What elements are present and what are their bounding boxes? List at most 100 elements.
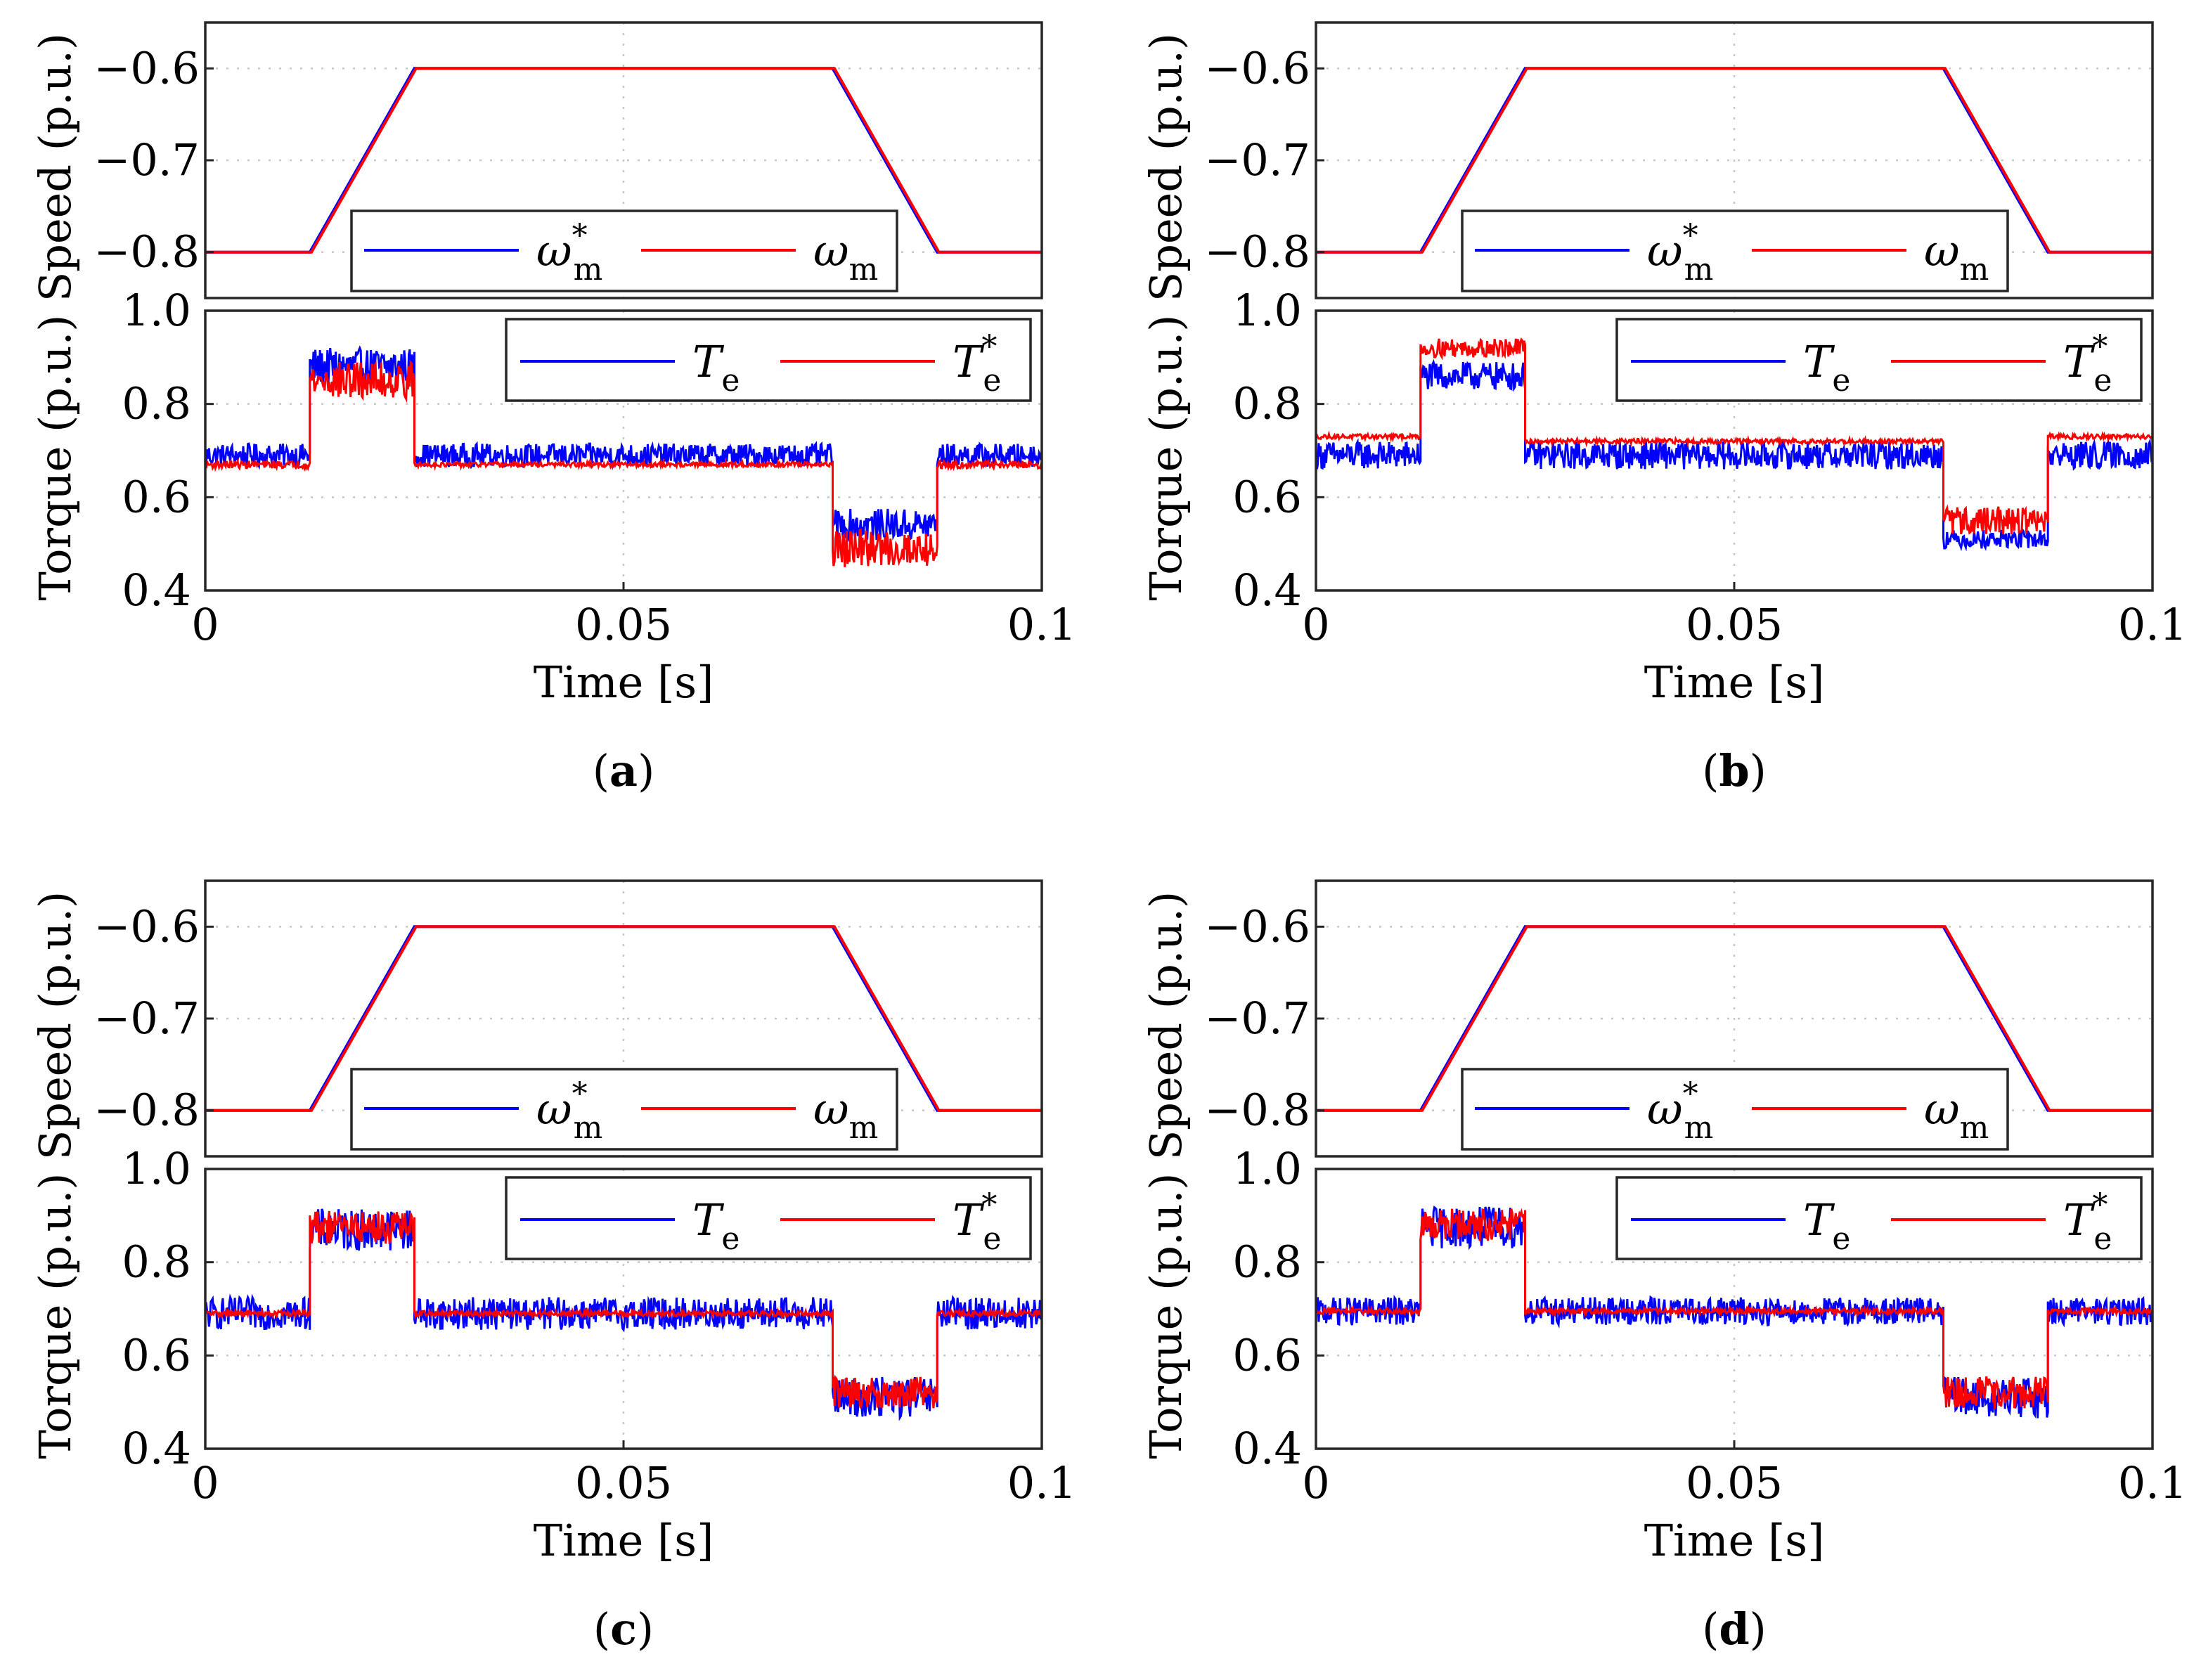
speed-series-actual <box>205 67 1042 254</box>
torque-ytick-label: 1.0 <box>1232 285 1302 336</box>
torque-ytick-label: 0.4 <box>1232 564 1302 616</box>
speed-ytick-label: −0.8 <box>93 1085 200 1136</box>
speed-ytick-label: −0.6 <box>93 42 200 93</box>
speed-ytick-label: −0.7 <box>93 993 200 1044</box>
torque-series-reference <box>1316 337 2152 535</box>
torque-ytick-label: 0.4 <box>1232 1423 1302 1474</box>
torque-xtick-label: 0 <box>191 1457 219 1508</box>
torque-ytick-label: 1.0 <box>122 285 191 336</box>
torque-ytick-label: 1.0 <box>1232 1143 1302 1194</box>
torque-ytick-label: 0.6 <box>1232 471 1302 522</box>
torque-series-reference <box>1316 1208 2152 1409</box>
torque-series-reference <box>205 359 1042 567</box>
speed-ytick-label: −0.6 <box>1204 42 1310 93</box>
torque-xlabel: Time [s] <box>1644 657 1825 708</box>
speed-ylabel: Speed (p.u.) <box>30 891 81 1160</box>
torque-legend-box <box>505 318 1032 402</box>
torque-xtick-label: 0.1 <box>2118 599 2188 650</box>
torque-subplot: 0.4 0.6 0.8 1.0 Torque (p.u.) 0 0.05 0.1 Time [s… <box>1140 285 2187 708</box>
speed-ytick-label: −0.8 <box>1204 226 1310 278</box>
panel-caption: (d) <box>1702 1603 1767 1655</box>
speed-ylabel: Speed (p.u.) <box>30 33 81 302</box>
speed-ytick-label: −0.8 <box>93 226 200 278</box>
torque-ref-legend-text: T* e <box>953 1187 1001 1257</box>
torque-legend: Te T* e <box>505 318 1032 402</box>
torque-legend: Te T* e <box>505 1176 1032 1260</box>
speed-ylabel: Speed (p.u.) <box>1140 891 1192 1160</box>
torque-ytick-label: 0.8 <box>1232 1236 1302 1288</box>
torque-act-legend-text: Te <box>692 336 740 399</box>
torque-xtick-label: 0.1 <box>1007 599 1077 650</box>
torque-xtick-label: 0.1 <box>1007 1457 1077 1508</box>
torque-legend: Te T* e <box>1615 318 2143 402</box>
speed-ytick-label: −0.6 <box>93 900 200 952</box>
torque-ylabel: Torque (p.u.) <box>1140 1173 1192 1459</box>
speed-ref-legend-text: ω* m <box>536 1076 602 1146</box>
torque-ref-legend-text: T* e <box>2063 1187 2112 1257</box>
torque-act-legend-text: Te <box>1803 336 1850 399</box>
torque-ytick-label: 1.0 <box>122 1143 191 1194</box>
speed-act-legend-text: ωm <box>1924 1083 1989 1146</box>
speed-ref-legend-text: ω* m <box>536 218 602 287</box>
torque-act-legend-text: Te <box>692 1194 740 1257</box>
torque-ref-legend-text: T* e <box>953 329 1001 399</box>
torque-ytick-label: 0.6 <box>1232 1329 1302 1381</box>
torque-legend: Te T* e <box>1615 1176 2143 1260</box>
torque-ytick-label: 0.4 <box>122 1423 191 1474</box>
torque-xtick-label: 0.05 <box>575 599 672 650</box>
speed-ylabel: Speed (p.u.) <box>1140 33 1192 302</box>
torque-ytick-label: 0.8 <box>122 1236 191 1288</box>
speed-ytick-label: −0.7 <box>1204 993 1310 1044</box>
torque-series-actual <box>1316 358 2152 552</box>
torque-act-legend-text: Te <box>1803 1194 1850 1257</box>
torque-series-reference <box>205 1210 1042 1409</box>
speed-ref-legend-text: ω* m <box>1647 218 1713 287</box>
torque-ytick-label: 0.8 <box>1232 378 1302 429</box>
torque-xtick-label: 0.05 <box>575 1457 672 1508</box>
panel-caption: (a) <box>593 745 655 796</box>
torque-subplot: 0.4 0.6 0.8 1.0 Torque (p.u.) 0 0.05 0.1 Time [s… <box>1140 1143 2187 1566</box>
speed-act-legend-text: ωm <box>813 225 878 287</box>
torque-ytick-label: 0.6 <box>122 1329 191 1381</box>
torque-ytick-label: 0.6 <box>122 471 191 522</box>
speed-series-actual <box>205 925 1042 1112</box>
torque-series-actual <box>205 345 1042 542</box>
torque-xtick-label: 0 <box>1302 1457 1329 1508</box>
speed-legend: ω* m ωm <box>350 1068 898 1151</box>
torque-ylabel: Torque (p.u.) <box>30 1173 81 1459</box>
torque-xtick-label: 0.1 <box>2118 1457 2188 1508</box>
torque-xtick-label: 0 <box>191 599 219 650</box>
torque-xlabel: Time [s] <box>1644 1515 1825 1566</box>
speed-ytick-label: −0.7 <box>93 134 200 186</box>
panel-caption: (c) <box>593 1603 654 1655</box>
torque-ytick-label: 0.4 <box>122 564 191 616</box>
torque-ylabel: Torque (p.u.) <box>30 315 81 601</box>
speed-act-legend-text: ωm <box>1924 225 1989 287</box>
speed-legend: ω* m ωm <box>350 209 898 292</box>
speed-legend: ω* m ωm <box>1461 1068 2009 1151</box>
torque-xlabel: Time [s] <box>534 657 714 708</box>
speed-series-actual <box>1316 925 2152 1112</box>
speed-ref-legend-text: ω* m <box>1647 1076 1713 1146</box>
torque-xtick-label: 0 <box>1302 599 1329 650</box>
speed-legend: ω* m ωm <box>1461 209 2009 292</box>
torque-subplot: 0.4 0.6 0.8 1.0 Torque (p.u.) 0 0.05 0.1 Time [s… <box>30 285 1076 708</box>
torque-ylabel: Torque (p.u.) <box>1140 315 1192 601</box>
torque-xtick-label: 0.05 <box>1686 599 1783 650</box>
torque-xlabel: Time [s] <box>534 1515 714 1566</box>
speed-ytick-label: −0.7 <box>1204 134 1310 186</box>
torque-xtick-label: 0.05 <box>1686 1457 1783 1508</box>
torque-ytick-label: 0.8 <box>122 378 191 429</box>
panel-caption: (b) <box>1702 745 1767 796</box>
speed-series-actual <box>1316 67 2152 254</box>
speed-ytick-label: −0.6 <box>1204 900 1310 952</box>
